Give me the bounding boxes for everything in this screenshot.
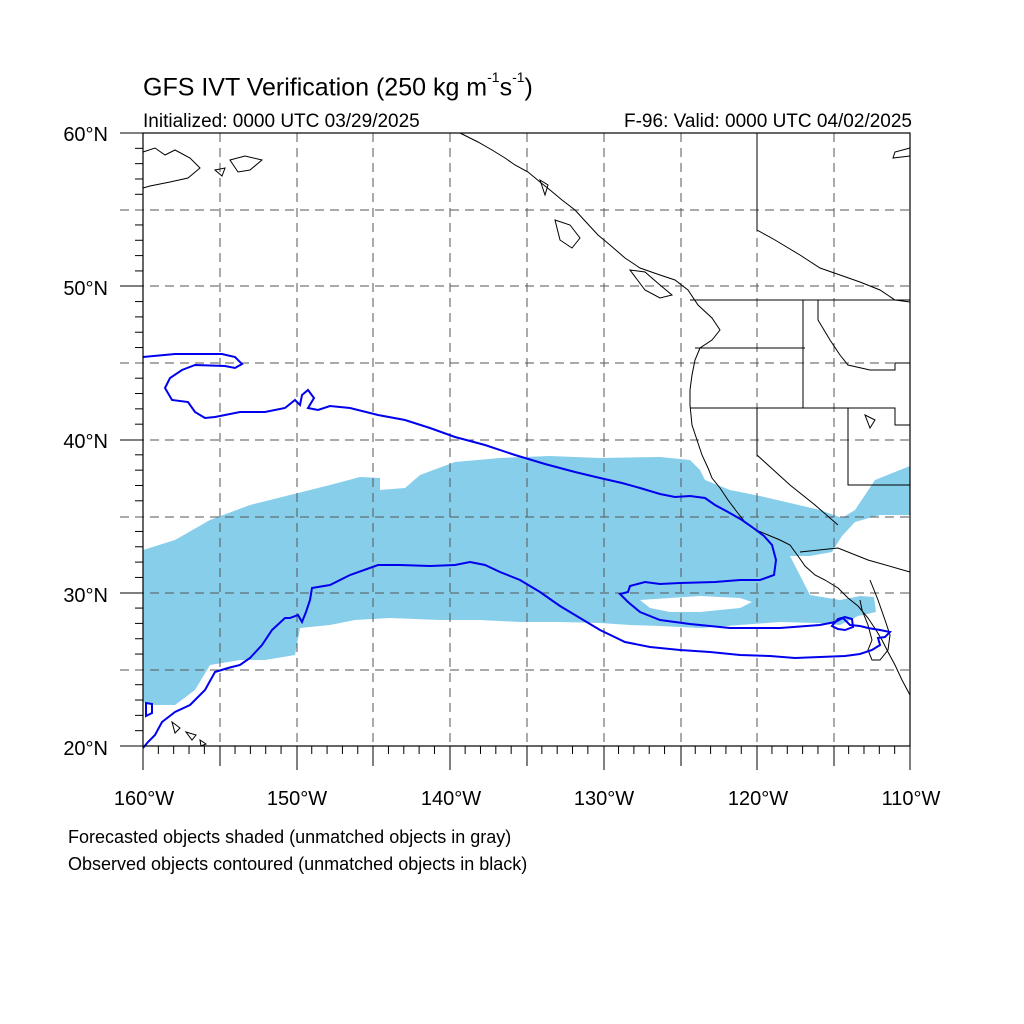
y-tick-label-30N: 30°N bbox=[63, 585, 108, 607]
y-tick-label-60N: 60°N bbox=[63, 124, 108, 146]
valid-time-label: F-96: Valid: 0000 UTC 04/02/2025 bbox=[624, 111, 912, 132]
observed-ivt-contours bbox=[142, 353, 893, 749]
footnote-observed: Observed objects contoured (unmatched ob… bbox=[68, 854, 528, 874]
x-tick-label-130W: 130°W bbox=[573, 788, 635, 810]
axis-ticks bbox=[120, 132, 911, 770]
observed-contour-small bbox=[145, 701, 153, 718]
footnote-forecast: Forecasted objects shaded (unmatched obj… bbox=[68, 827, 512, 847]
init-time-label: Initialized: 0000 UTC 03/29/2025 bbox=[143, 111, 420, 132]
y-tick-label-50N: 50°N bbox=[63, 278, 108, 300]
forecast-ivt-object bbox=[143, 456, 910, 705]
x-tick-label-140W: 140°W bbox=[420, 788, 482, 810]
observed-contour-baja bbox=[830, 615, 855, 632]
coastlines bbox=[142, 132, 911, 747]
x-tick-label-120W: 120°W bbox=[727, 788, 789, 810]
x-tick-label-160W: 160°W bbox=[113, 788, 175, 810]
minor-ticks bbox=[135, 147, 896, 754]
x-tick-label-150W: 150°W bbox=[266, 788, 328, 810]
x-tick-label-110W: 110°W bbox=[881, 788, 941, 810]
chart-title: GFS IVT Verification (250 kg m-1s-1) bbox=[143, 69, 533, 102]
y-tick-label-20N: 20°N bbox=[63, 738, 108, 760]
y-tick-label-40N: 40°N bbox=[63, 431, 108, 453]
observed-contour-north bbox=[142, 353, 893, 749]
